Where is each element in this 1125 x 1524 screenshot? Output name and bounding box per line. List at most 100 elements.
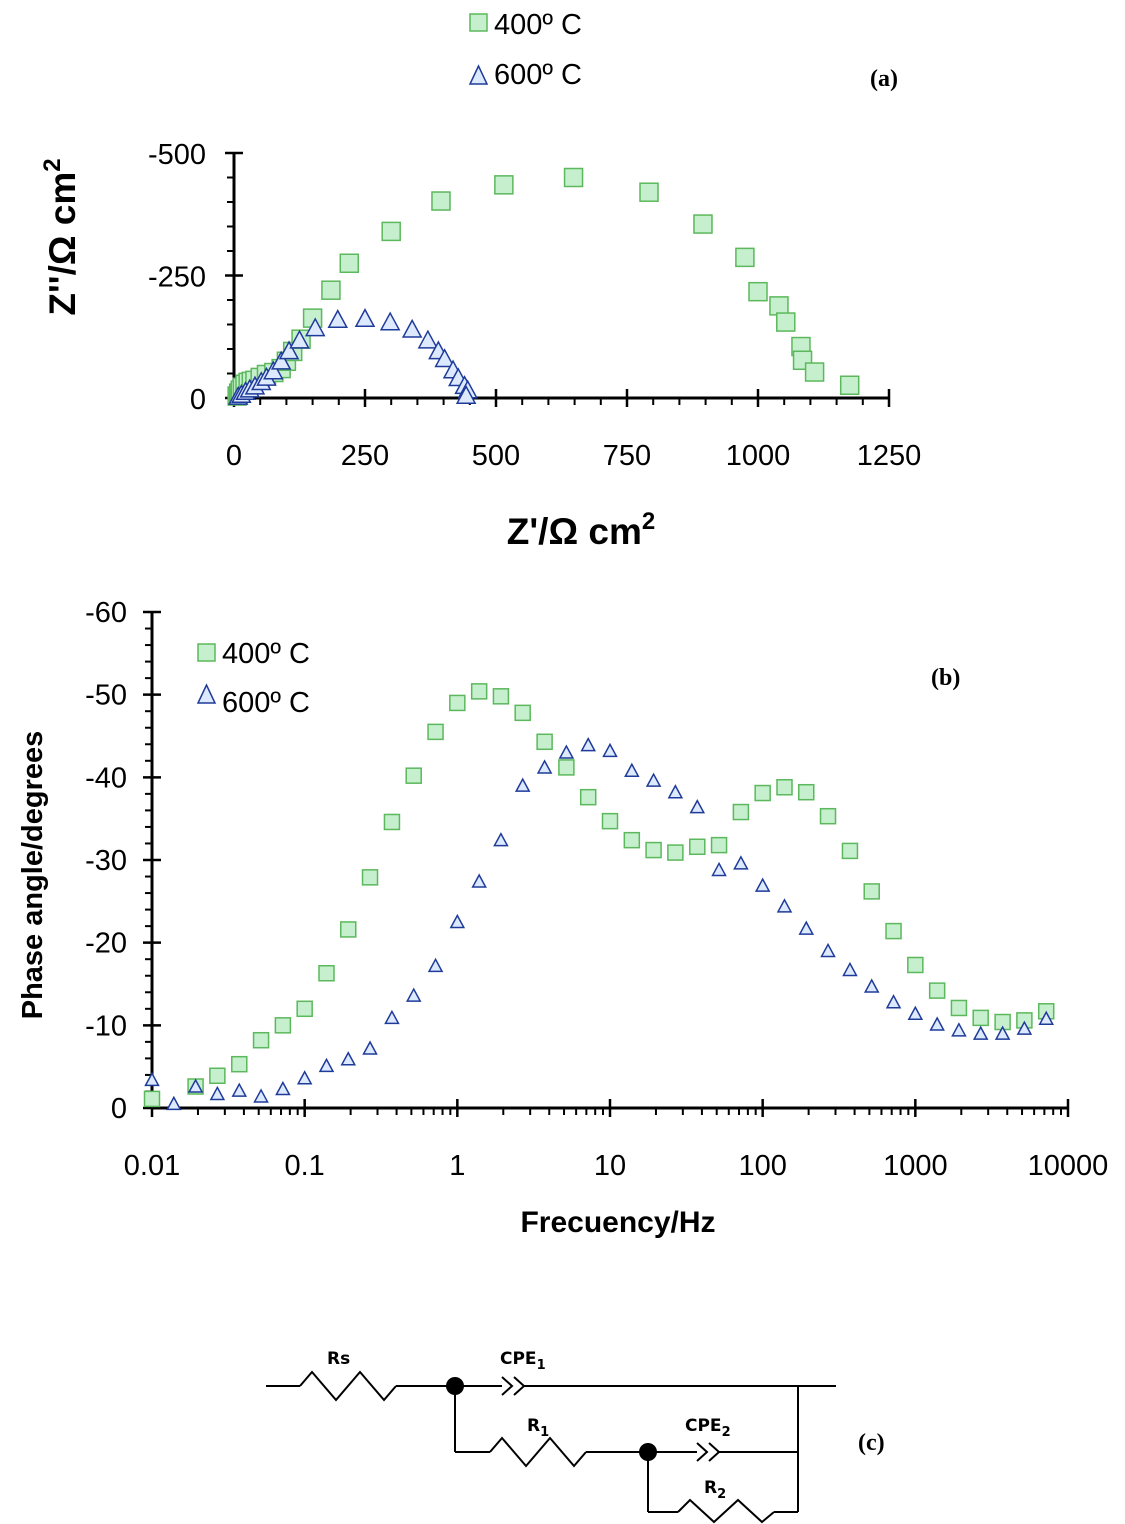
label-rs: Rs bbox=[327, 1349, 350, 1369]
data-point-square bbox=[563, 167, 584, 188]
data-point-triangle bbox=[907, 1005, 924, 1021]
data-points-a bbox=[227, 167, 860, 406]
x-tick-label-b: 10 bbox=[594, 1150, 626, 1182]
data-point-square bbox=[470, 683, 488, 700]
data-point-triangle bbox=[1038, 1010, 1054, 1025]
data-point-square bbox=[536, 733, 553, 751]
data-point-square bbox=[449, 694, 466, 712]
data-point-square bbox=[431, 191, 451, 211]
data-point-triangle bbox=[270, 350, 292, 370]
resistor-r1 bbox=[489, 1436, 587, 1468]
data-point-triangle bbox=[1016, 1020, 1033, 1035]
bode-phase-plot-panel: Phase angle/degrees 0.01 0.1 1 10 100 1000 100… bbox=[17, 597, 1108, 1239]
equivalent-circuit-diagram bbox=[266, 1370, 836, 1524]
data-point-square bbox=[231, 1055, 248, 1073]
x-tick-label-a: 0 bbox=[226, 440, 242, 472]
data-point-square bbox=[381, 221, 401, 242]
data-point-triangle bbox=[711, 861, 727, 877]
data-point-square bbox=[639, 182, 659, 202]
data-point-square bbox=[427, 723, 444, 741]
data-point-triangle bbox=[820, 942, 836, 958]
data-point-square bbox=[340, 921, 357, 938]
data-point-square bbox=[841, 842, 859, 860]
data-point-square bbox=[950, 999, 968, 1017]
data-point-triangle bbox=[278, 340, 300, 360]
data-point-triangle bbox=[754, 877, 771, 892]
data-point-triangle bbox=[427, 957, 444, 973]
data-point-triangle bbox=[289, 329, 310, 349]
x-tick-label-a: 1250 bbox=[857, 440, 922, 472]
legend-a-600-marker bbox=[468, 64, 489, 85]
legend-a-400-marker bbox=[469, 13, 488, 32]
data-point-triangle bbox=[231, 1082, 248, 1097]
legend-a-400-label: 400º C bbox=[494, 9, 582, 41]
data-point-square bbox=[252, 1031, 270, 1049]
data-point-square bbox=[579, 788, 597, 806]
x-tick-label-a: 750 bbox=[603, 440, 651, 472]
x-tick-label-b: 0.1 bbox=[285, 1150, 325, 1182]
data-point-square bbox=[645, 841, 662, 859]
data-point-triangle bbox=[602, 742, 618, 758]
data-point-triangle bbox=[558, 744, 575, 759]
data-point-square bbox=[839, 375, 860, 396]
axes-a bbox=[225, 151, 891, 407]
data-point-triangle bbox=[994, 1025, 1011, 1040]
data-point-square bbox=[689, 838, 706, 856]
data-point-square bbox=[321, 280, 341, 300]
data-point-triangle bbox=[263, 360, 284, 380]
data-point-triangle bbox=[536, 759, 553, 774]
y-tick-label-b: -50 bbox=[85, 680, 127, 712]
data-point-square bbox=[492, 688, 510, 705]
label-cpe2: CPE2 bbox=[685, 1416, 731, 1440]
data-point-triangle bbox=[733, 855, 749, 870]
data-point-square bbox=[143, 1090, 161, 1108]
data-point-square bbox=[735, 247, 755, 268]
y-tick-label-b: -40 bbox=[85, 762, 127, 794]
x-tick-label-b: 1 bbox=[449, 1150, 465, 1182]
series-400-points-a bbox=[227, 167, 860, 406]
legend-b-400-marker bbox=[197, 643, 216, 662]
data-point-square bbox=[558, 759, 575, 776]
circuit-labels: Rs CPE1 R1 CPE2 R2 (c) bbox=[327, 1349, 885, 1502]
data-point-square bbox=[209, 1067, 226, 1085]
data-point-triangle bbox=[514, 777, 531, 792]
x-tick-label-a: 250 bbox=[341, 440, 389, 472]
data-point-square bbox=[769, 296, 789, 316]
data-point-triangle bbox=[842, 961, 858, 977]
data-point-triangle bbox=[689, 799, 706, 814]
data-point-square bbox=[732, 803, 750, 821]
y-tick-label-b: -30 bbox=[85, 845, 127, 877]
x-tick-label-b: 100 bbox=[738, 1150, 786, 1182]
data-point-triangle bbox=[209, 1085, 226, 1101]
data-point-square bbox=[494, 175, 514, 195]
data-point-triangle bbox=[340, 1051, 357, 1066]
data-point-square bbox=[318, 965, 335, 982]
tick-labels-a: 0 250 500 750 1000 1250 0 -250 -500 bbox=[148, 139, 921, 472]
data-point-triangle bbox=[667, 784, 684, 799]
series-600-points-a bbox=[227, 308, 478, 405]
data-point-square bbox=[928, 982, 946, 999]
panel-label-c: (c) bbox=[858, 1430, 885, 1456]
data-point-triangle bbox=[354, 308, 376, 328]
data-point-square bbox=[514, 704, 531, 722]
panel-label-a: (a) bbox=[870, 66, 898, 92]
data-point-triangle bbox=[166, 1095, 182, 1111]
data-point-square bbox=[819, 807, 837, 825]
x-tick-label-b: 0.01 bbox=[124, 1150, 180, 1182]
cpe1-element bbox=[501, 1376, 526, 1396]
data-point-triangle bbox=[401, 318, 423, 338]
data-point-triangle bbox=[929, 1016, 945, 1031]
label-cpe1: CPE1 bbox=[500, 1349, 546, 1373]
data-point-triangle bbox=[776, 898, 793, 913]
data-point-triangle bbox=[253, 1088, 269, 1103]
data-point-square bbox=[361, 869, 379, 886]
data-point-triangle bbox=[405, 987, 422, 1002]
data-point-triangle bbox=[972, 1025, 989, 1040]
legend-b-600-marker bbox=[196, 683, 217, 704]
data-point-triangle bbox=[434, 348, 455, 368]
x-tick-label-a: 1000 bbox=[726, 440, 791, 472]
label-r1: R1 bbox=[527, 1416, 549, 1440]
resistor-rs bbox=[299, 1370, 397, 1402]
y-tick-label-b: -10 bbox=[85, 1010, 127, 1042]
